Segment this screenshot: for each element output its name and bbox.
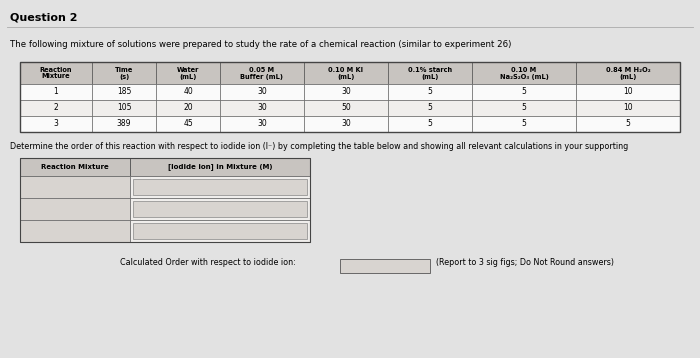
Text: Time
(s): Time (s) [115,67,133,79]
Text: Reaction Mixture: Reaction Mixture [41,164,109,170]
Text: Water
(mL): Water (mL) [177,67,199,79]
Bar [220,84,304,100]
Text: Determine the order of this reaction with respect to iodide ion (I⁻) by completi: Determine the order of this reaction wit… [10,142,629,151]
Bar [156,84,220,100]
Text: 45: 45 [183,120,193,129]
Text: 0.05 M
Buffer (mL): 0.05 M Buffer (mL) [241,67,284,79]
Bar [20,158,310,242]
Text: 30: 30 [257,103,267,112]
Bar [20,84,92,100]
Text: 20: 20 [183,103,192,112]
Text: 389: 389 [117,120,132,129]
Bar [92,100,156,116]
Text: 5: 5 [522,120,526,129]
Text: Reaction
Mixture: Reaction Mixture [40,67,72,79]
Bar [340,259,430,273]
Bar [156,116,220,132]
Bar [92,62,156,84]
Bar [20,62,92,84]
Bar [133,179,307,195]
Text: [Iodide ion] in Mixture (M): [Iodide ion] in Mixture (M) [168,164,272,170]
Bar [304,100,388,116]
Bar [576,84,680,100]
Text: 5: 5 [428,87,433,97]
Bar [472,84,576,100]
Text: 5: 5 [428,120,433,129]
Text: Question 2: Question 2 [10,12,78,22]
Text: 3: 3 [54,120,58,129]
Text: 2: 2 [54,103,58,112]
Text: 30: 30 [257,87,267,97]
Bar [472,116,576,132]
Bar [20,176,130,198]
Bar [388,100,472,116]
Bar [156,100,220,116]
Bar [130,176,310,198]
Text: 40: 40 [183,87,193,97]
Text: 10: 10 [623,87,633,97]
Text: 0.84 M H₂O₂
(mL): 0.84 M H₂O₂ (mL) [606,67,650,79]
Bar [576,100,680,116]
Bar [133,223,307,239]
Bar [304,84,388,100]
Bar [92,84,156,100]
Bar [472,62,576,84]
Text: (Report to 3 sig figs; Do Not Round answers): (Report to 3 sig figs; Do Not Round answ… [436,258,614,267]
Text: 30: 30 [257,120,267,129]
Text: 1: 1 [54,87,58,97]
Bar [304,62,388,84]
Bar [20,100,92,116]
Text: 185: 185 [117,87,131,97]
Bar [220,62,304,84]
Bar [130,198,310,220]
Text: 0.10 M
Na₂S₂O₃ (mL): 0.10 M Na₂S₂O₃ (mL) [500,67,548,79]
Text: 105: 105 [117,103,132,112]
Bar [130,220,310,242]
Bar [20,220,130,242]
Bar [20,62,680,132]
Bar [220,100,304,116]
Text: 30: 30 [341,87,351,97]
Text: Calculated Order with respect to iodide ion:: Calculated Order with respect to iodide … [120,258,295,267]
Bar [388,62,472,84]
Bar [20,116,92,132]
Text: 5: 5 [522,87,526,97]
Text: 5: 5 [626,120,631,129]
Text: 0.1% starch
(mL): 0.1% starch (mL) [408,67,452,79]
Text: The following mixture of solutions were prepared to study the rate of a chemical: The following mixture of solutions were … [10,40,512,49]
Text: 5: 5 [428,103,433,112]
Bar [92,116,156,132]
Text: 50: 50 [341,103,351,112]
Bar [220,116,304,132]
Bar [20,158,130,176]
Text: 5: 5 [522,103,526,112]
Bar [576,116,680,132]
Text: 30: 30 [341,120,351,129]
Bar [388,84,472,100]
Text: 0.10 M KI
(mL): 0.10 M KI (mL) [328,67,363,79]
Bar [576,62,680,84]
Bar [472,100,576,116]
Bar [133,201,307,217]
Bar [304,116,388,132]
Bar [20,198,130,220]
Bar [130,158,310,176]
Text: 10: 10 [623,103,633,112]
Bar [388,116,472,132]
Bar [156,62,220,84]
